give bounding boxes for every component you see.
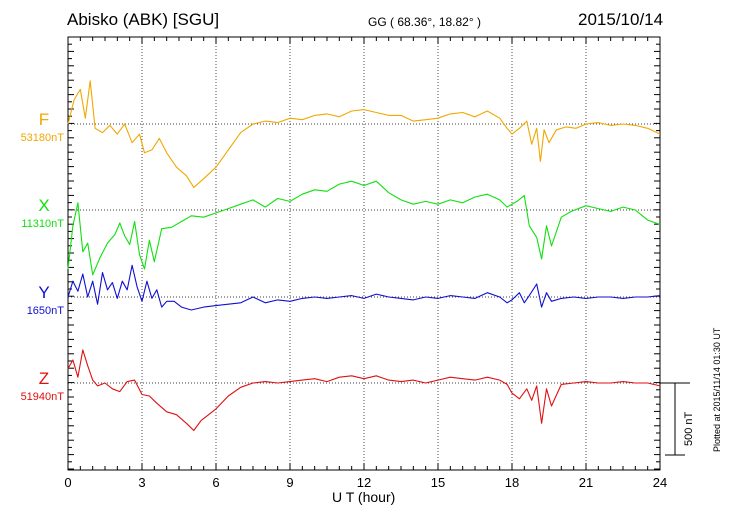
- series-x-line: [67, 180, 661, 276]
- baseline-value-z: 51940nT: [21, 391, 65, 403]
- series-layer: [67, 80, 661, 432]
- scale-bar: 500 nT: [660, 382, 695, 456]
- component-label-z: Z: [39, 369, 49, 388]
- component-label-x: X: [38, 196, 49, 215]
- series-z-line: [67, 349, 661, 432]
- x-tick-label: 24: [653, 475, 667, 490]
- x-tick-label: 9: [286, 475, 293, 490]
- station-coordinates: GG ( 68.36°, 18.82° ): [368, 15, 481, 29]
- baseline-value-y: 1650nT: [27, 305, 65, 317]
- x-tick-label: 12: [357, 475, 371, 490]
- x-tick-label: 3: [138, 475, 145, 490]
- series-f-line: [67, 80, 661, 188]
- component-label-f: F: [39, 110, 49, 129]
- x-tick-label: 6: [212, 475, 219, 490]
- series-y-line: [67, 264, 661, 311]
- x-axis-label: U T (hour): [332, 489, 396, 505]
- scale-bar-label: 500 nT: [683, 411, 695, 446]
- baseline-value-f: 53180nT: [21, 132, 65, 144]
- chart-date: 2015/10/14: [578, 10, 664, 29]
- labels-layer: 0 3 6 9 12 15 18 21 24 F 53180nT X 11310nT Y 1650nT Z 51…: [21, 110, 668, 490]
- component-label-y: Y: [38, 283, 49, 302]
- grid-lines: [68, 37, 660, 470]
- x-tick-label: 18: [505, 475, 519, 490]
- x-tick-label: 0: [64, 475, 71, 490]
- baseline-value-x: 11310nT: [21, 218, 64, 230]
- x-tick-label: 21: [579, 475, 593, 490]
- axis-ticks: [67, 36, 661, 470]
- x-tick-label: 15: [431, 475, 445, 490]
- plotted-timestamp: Plotted at 2015/11/14 01:30 UT: [712, 327, 722, 452]
- station-title: Abisko (ABK) [SGU]: [67, 10, 220, 29]
